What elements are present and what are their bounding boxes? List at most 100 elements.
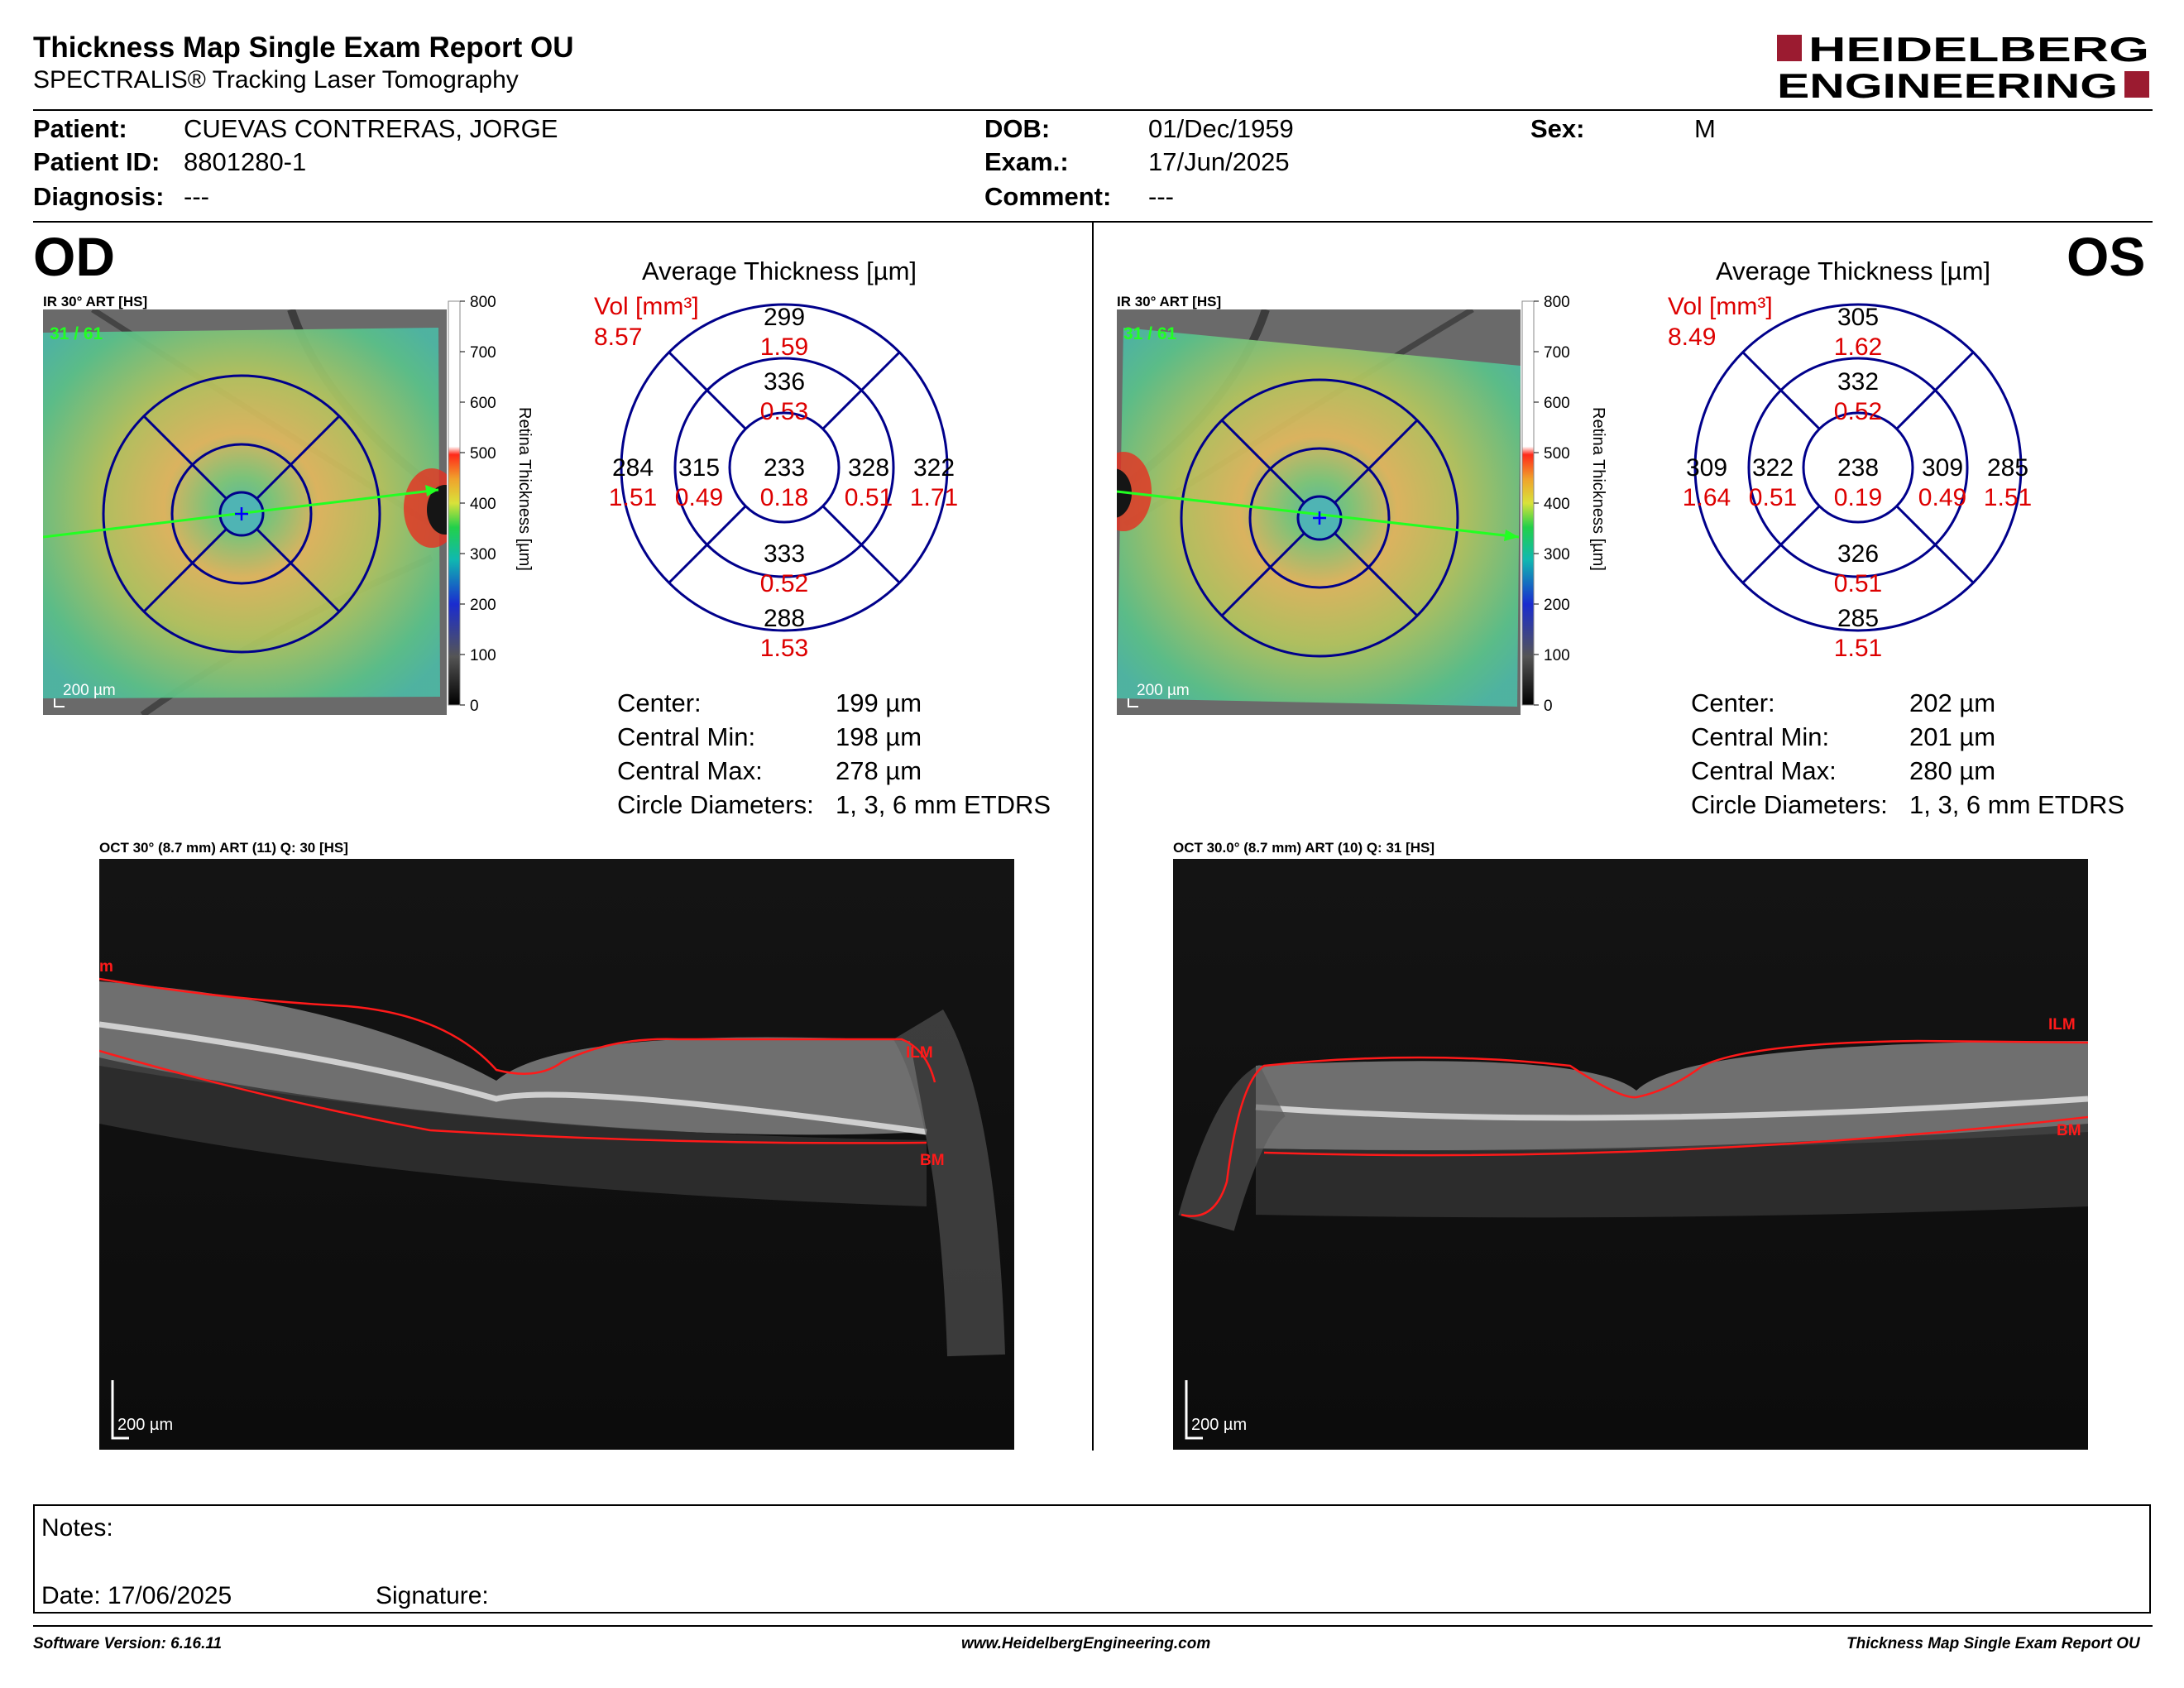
os-stat-value: 280 µm [1909,756,1996,785]
os-center-t: 238 [1837,454,1879,482]
patient-id-label: Patient ID: [33,147,160,176]
od-outer-inf-v: 1.53 [760,635,808,662]
os-outer-inf-v: 1.51 [1834,635,1882,662]
od-inner-sup-v: 0.53 [760,398,808,425]
patient-value: CUEVAS CONTRERAS, JORGE [184,114,558,143]
od-stat-value: 1, 3, 6 mm ETDRS [836,790,1051,819]
od-center-v: 0.18 [760,484,808,511]
od-avg-title: Average Thickness [µm] [642,257,917,285]
os-outer-right-t: 285 [1987,454,2028,482]
os-inner-left-t: 322 [1752,454,1794,482]
od-bm-label: BM [920,1152,945,1169]
od-oct-bscan: m ILM BM 200 µm [99,859,1014,1450]
od-inner-left-t: 315 [678,454,720,482]
colorbar-tick-label: 300 [1544,546,1570,563]
colorbar-tick-label: 400 [470,496,496,513]
od-stat-label: Center: [617,688,702,717]
os-ilm-label: ILM [2048,1016,2076,1033]
os-colorbar: 800 700 600 500 400 300 200 100 0 Retina Thickne… [1521,294,1607,715]
patient-id-value: 8801280-1 [184,147,307,176]
diagnosis-label: Diagnosis: [33,182,165,211]
colorbar-tick-label: 800 [1544,294,1570,311]
od-outer-sup-t: 299 [764,304,805,331]
exam-value: 17/Jun/2025 [1148,147,1290,176]
os-inner-sup-v: 0.52 [1834,398,1882,425]
report-subtitle: SPECTRALIS® Tracking Laser Tomography [33,66,519,94]
os-stat-label: Center: [1691,688,1775,717]
notes-box[interactable]: Notes: Date: 17/06/2025 Signature: [33,1504,2151,1614]
comment-value: --- [1148,182,1174,211]
od-vol-value: 8.57 [594,324,642,351]
os-inner-sup-t: 332 [1837,368,1879,396]
footer-report-title: Thickness Map Single Exam Report OU [1846,1635,2140,1652]
os-inner-left-v: 0.51 [1749,484,1797,511]
od-inner-right-v: 0.51 [845,484,893,511]
od-frame-label: 31 / 61 [50,324,103,343]
od-stat-value: 198 µm [836,722,922,751]
os-avg-title: Average Thickness [µm] [1716,257,1991,285]
os-etdrs-grid: Vol [mm³] 8.49 305 1.62 332 0.52 238 0.1… [1668,293,2032,662]
os-center-v: 0.19 [1834,484,1882,511]
od-outer-left-v: 1.51 [609,484,657,511]
od-stat-label: Central Max: [617,756,763,785]
colorbar-tick-label: 600 [1544,395,1570,412]
os-outer-right-v: 1.51 [1984,484,2032,511]
os-frame-label: 31 / 61 [1123,324,1177,343]
colorbar-tick-label: 800 [470,294,496,311]
colorbar-tick-label: 300 [470,546,496,563]
dob-value: 01/Dec/1959 [1148,114,1294,143]
od-inner-left-v: 0.49 [675,484,723,511]
exam-label: Exam.: [984,147,1069,176]
os-inner-inf-t: 326 [1837,540,1879,568]
od-center-t: 233 [764,454,805,482]
os-outer-sup-t: 305 [1837,304,1879,331]
od-stat-label: Central Min: [617,722,756,751]
od-inner-inf-v: 0.52 [760,570,808,597]
logo-line1: HEIDELBERG [1808,31,2149,69]
colorbar-tick-label: 700 [470,344,496,362]
os-fundus-map: 31 / 61 200 µm [1117,309,1521,715]
signature-label: Signature: [376,1582,489,1609]
os-inner-right-t: 309 [1922,454,1963,482]
os-vol-label: Vol [mm³] [1668,293,1773,320]
os-oct-bscan: ILM BM 200 µm [1173,859,2088,1450]
colorbar-tick-label: 500 [470,445,496,463]
os-eye-label: OS [2067,226,2146,287]
od-stat-value: 278 µm [836,756,922,785]
od-etdrs-grid: Vol [mm³] 8.57 299 1.59 336 0.53 233 0.1… [594,293,958,662]
od-stat-label: Circle Diameters: [617,790,814,819]
colorbar-tick-label: 200 [1544,597,1570,614]
report-title: Thickness Map Single Exam Report OU [33,31,574,64]
patient-label: Patient: [33,114,127,143]
od-inner-right-t: 328 [848,454,889,482]
colorbar-tick-label: 100 [1544,647,1570,664]
os-outer-sup-v: 1.62 [1834,333,1882,361]
od-oct-label: OCT 30° (8.7 mm) ART (11) Q: 30 [HS] [99,840,348,856]
colorbar-tick-label: 100 [470,647,496,664]
os-stat-label: Circle Diameters: [1691,790,1888,819]
colorbar-tick-label: 0 [1544,698,1553,715]
od-colorbar-label: Retina Thickness [µm] [515,407,534,571]
website-link[interactable]: www.HeidelbergEngineering.com [961,1635,1211,1652]
os-outer-left-v: 1.64 [1683,484,1731,511]
os-stat-value: 1, 3, 6 mm ETDRS [1909,790,2125,819]
os-stat-label: Central Min: [1691,722,1830,751]
os-oct-label: OCT 30.0° (8.7 mm) ART (10) Q: 31 [HS] [1173,840,1435,856]
od-ilm-label: ILM [906,1044,933,1062]
heidelberg-logo: HEIDELBERG ENGINEERING [1777,31,2149,103]
colorbar-tick-label: 400 [1544,496,1570,513]
os-ir-label: IR 30° ART [HS] [1117,294,1222,309]
os-fundus-scale: 200 µm [1137,682,1190,699]
od-fundus-map: 31 / 61 200 µm [43,309,447,715]
colorbar-tick-label: 200 [470,597,496,614]
colorbar-tick-label: 700 [1544,344,1570,362]
date-label: Date: 17/06/2025 [41,1582,232,1609]
os-oct-scale: 200 µm [1191,1416,1247,1434]
os-stat-value: 201 µm [1909,722,1996,751]
od-outer-sup-v: 1.59 [760,333,808,361]
od-vol-label: Vol [mm³] [594,293,699,320]
colorbar-tick-label: 0 [470,698,479,715]
logo-line2: ENGINEERING [1777,66,2118,103]
os-stat-label: Central Max: [1691,756,1837,785]
os-vol-value: 8.49 [1668,324,1716,351]
